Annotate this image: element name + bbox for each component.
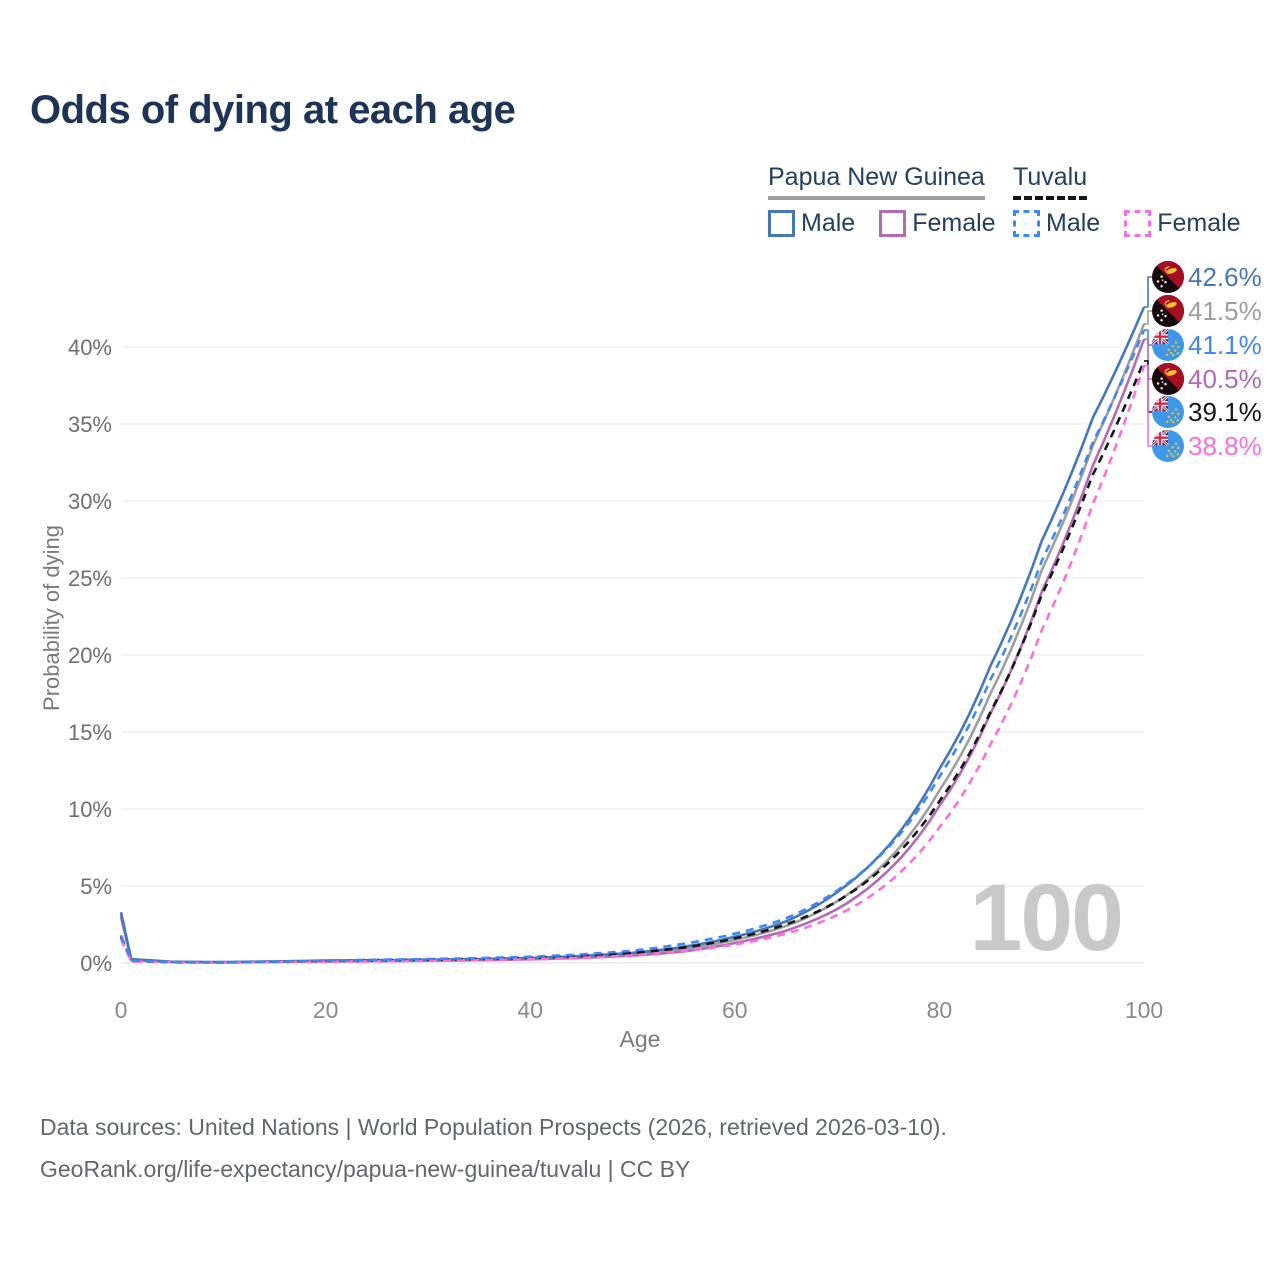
end-label-connector: [1144, 338, 1152, 380]
tuvalu-flag-icon: [1152, 329, 1184, 361]
chart-title: Odds of dying at each age: [30, 88, 516, 132]
papua-new-guinea-flag-icon: [1152, 295, 1184, 327]
tuvalu-flag-icon: [1152, 396, 1184, 428]
y-tick-label: 35%: [68, 412, 112, 437]
y-tick-label: 25%: [68, 566, 112, 591]
data-source-line: Data sources: United Nations | World Pop…: [40, 1114, 947, 1140]
x-tick-label: 60: [722, 997, 748, 1023]
png-female-swatch-icon: [879, 210, 907, 237]
x-tick-label: 100: [1125, 997, 1163, 1023]
png-male-swatch-icon: [768, 210, 795, 237]
series-line-tuvalu-female[interactable]: [119, 365, 1146, 964]
end-value-label-tuvalu-female: 38.8%: [1188, 431, 1262, 461]
tuvalu-female-swatch-icon: [1124, 210, 1152, 237]
tuvalu-flag-icon: [1152, 430, 1184, 462]
legend-item-png-male[interactable]: Male: [768, 209, 855, 238]
y-tick-label: 30%: [68, 489, 112, 514]
attribution-line: GeoRank.org/life-expectancy/papua-new-gu…: [40, 1156, 691, 1182]
y-tick-label: 20%: [68, 643, 112, 668]
x-axis-title: Age: [619, 1026, 661, 1052]
papua-new-guinea-flag-icon: [1152, 363, 1184, 395]
x-tick-label: 0: [115, 997, 128, 1023]
x-tick-label: 80: [927, 997, 953, 1023]
series-line-tuvalu-male[interactable]: [119, 329, 1146, 964]
legend-group-papua-new-guinea: Papua New Guinea Male Female: [768, 163, 996, 238]
legend-group-title-tuvalu[interactable]: Tuvalu: [1013, 163, 1088, 200]
legend-item-label: Female: [912, 209, 996, 237]
end-value-label-papua-new-guinea-female: 40.5%: [1188, 364, 1262, 394]
end-value-label-papua-new-guinea: 41.5%: [1188, 296, 1262, 326]
end-value-label-papua-new-guinea-male: 42.6%: [1188, 262, 1262, 292]
y-tick-label: 40%: [68, 335, 112, 360]
legend-item-label: Male: [1046, 209, 1101, 237]
y-tick-label: 0%: [80, 951, 112, 976]
footer: Data sources: United Nations | World Pop…: [40, 1106, 947, 1190]
legend-item-label: Female: [1157, 209, 1241, 237]
end-label-connector: [1144, 329, 1152, 346]
end-label-connector: [1144, 276, 1152, 308]
series-line-papua-new-guinea-male[interactable]: [119, 306, 1146, 964]
legend-item-tuvalu-male[interactable]: Male: [1013, 209, 1100, 238]
series-line-tuvalu[interactable]: [119, 360, 1146, 964]
end-value-label-tuvalu-male: 41.1%: [1188, 330, 1262, 360]
x-tick-label: 40: [517, 997, 543, 1023]
y-tick-label: 15%: [68, 720, 112, 745]
x-tick-label: 20: [313, 997, 339, 1023]
age-watermark: 100: [969, 865, 1122, 971]
end-label-connector: [1144, 310, 1152, 325]
y-tick-label: 10%: [68, 797, 112, 822]
end-value-label-tuvalu: 39.1%: [1188, 397, 1262, 427]
legend-group-tuvalu: Tuvalu Male Female: [1013, 163, 1241, 238]
papua-new-guinea-flag-icon: [1152, 261, 1184, 293]
y-axis-title: Probability of dying: [39, 525, 64, 711]
tuvalu-male-swatch-icon: [1013, 210, 1040, 237]
end-label-connector: [1144, 364, 1152, 447]
legend-group-title-papua-new-guinea[interactable]: Papua New Guinea: [768, 163, 985, 200]
legend-item-png-female[interactable]: Female: [879, 209, 996, 238]
legend-item-label: Male: [801, 209, 856, 237]
legend-item-tuvalu-female[interactable]: Female: [1124, 209, 1241, 238]
legend-items-tuvalu: Male Female: [1013, 209, 1241, 238]
legend-items-papua-new-guinea: Male Female: [768, 209, 996, 238]
y-tick-label: 5%: [80, 874, 112, 899]
